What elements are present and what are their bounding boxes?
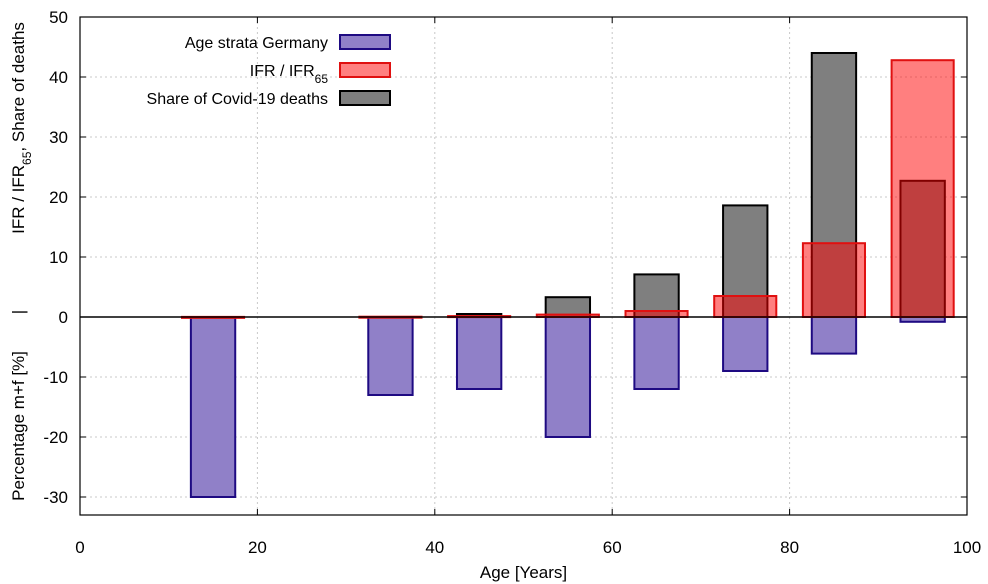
y-tick-label: 20: [49, 188, 68, 207]
legend-swatch-2: [339, 90, 391, 106]
ticks-layer: [79, 16, 968, 515]
bar-age-strata-germany-0: [189, 316, 237, 498]
bar-ifr-ifr65-6: [801, 242, 866, 318]
y-tick-label: -10: [43, 368, 68, 387]
legend-label-2: Share of Covid-19 deaths: [147, 91, 328, 108]
legend-label-0: Age strata Germany: [185, 35, 328, 52]
y-tick-label: 10: [49, 248, 68, 267]
y-tick-label: -20: [43, 428, 68, 447]
x-tick-label: 80: [780, 538, 799, 557]
legend-label-1: IFR / IFR65: [250, 63, 329, 86]
bar-ifr-ifr65-7: [890, 59, 955, 318]
y-tick-label: 40: [49, 68, 68, 87]
bar-age-strata-germany-4: [633, 316, 680, 390]
x-tick-label: 100: [953, 538, 981, 557]
bar-age-strata-germany-3: [544, 316, 592, 438]
x-tick-label: 20: [248, 538, 267, 557]
y-axis-label-upper-sub: 65: [20, 151, 34, 165]
bars-layer: [181, 52, 955, 498]
tick-labels-layer: 0 20 40 60 80 100 -30 -20 -10 0 10 20 30 40 50: [43, 8, 981, 557]
bar-age-strata-germany-2: [455, 316, 503, 390]
grid-lines: [80, 17, 967, 515]
bar-age-strata-germany-5: [722, 316, 769, 372]
bar-ifr-ifr65-5: [713, 295, 778, 318]
x-axis-label: Age [Years]: [480, 563, 567, 582]
legend-swatch-1: [339, 62, 391, 78]
y-axis-label-upper: IFR / IFR65, Share of deaths: [9, 22, 34, 234]
x-tick-label: 0: [75, 538, 84, 557]
y-axis-label-upper-tail: , Share of deaths: [9, 22, 28, 151]
y-axis-label-upper-main: IFR / IFR: [9, 165, 28, 234]
y-axis-label-separator: |: [9, 310, 28, 314]
y-tick-label: 0: [59, 308, 68, 327]
y-tick-label: 30: [49, 128, 68, 147]
y-tick-label: -30: [43, 488, 68, 507]
bar-age-strata-germany-1: [367, 316, 414, 396]
bar-ifr-ifr65-4: [624, 310, 689, 318]
y-tick-label: 50: [49, 8, 68, 27]
plot-frame: [79, 16, 968, 516]
y-axis-label-lower: Percentage m+f [%]: [9, 351, 28, 501]
legend: Age strata Germany IFR / IFR65 Share of Co…: [147, 34, 391, 108]
legend-swatch-0: [339, 34, 391, 50]
bar-age-strata-germany-6: [810, 316, 858, 355]
x-tick-label: 40: [425, 538, 444, 557]
x-tick-label: 60: [603, 538, 622, 557]
